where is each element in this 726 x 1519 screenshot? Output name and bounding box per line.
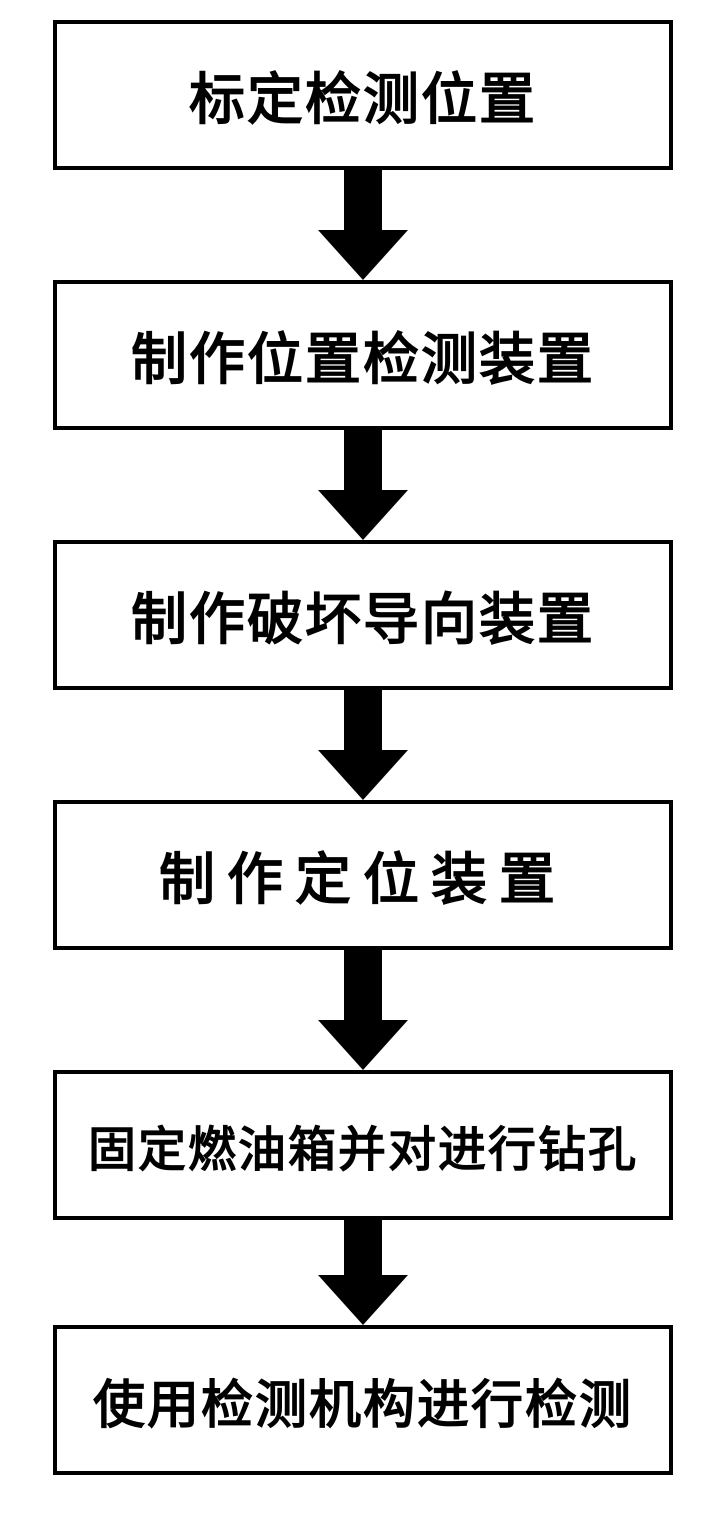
flowchart-arrow-2	[318, 430, 408, 540]
flowchart-step-1: 标定检测位置	[53, 20, 673, 170]
flowchart-step-label: 制作位置检测装置	[131, 315, 595, 396]
flowchart-step-3: 制作破坏导向装置	[53, 540, 673, 690]
flowchart-step-2: 制作位置检测装置	[53, 280, 673, 430]
flowchart-step-label: 标定检测位置	[189, 55, 537, 136]
flowchart-step-label: 制作破坏导向装置	[131, 575, 595, 656]
flowchart-step-label: 制作定位装置	[159, 835, 567, 916]
arrow-shaft	[344, 950, 382, 1020]
flowchart-arrow-4	[318, 950, 408, 1070]
arrow-shaft	[344, 430, 382, 490]
flowchart-step-label: 使用检测机构进行检测	[93, 1363, 633, 1438]
flowchart-container: 标定检测位置制作位置检测装置制作破坏导向装置制作定位装置固定燃油箱并对进行钻孔使…	[53, 20, 673, 1475]
arrow-shaft	[344, 690, 382, 750]
arrow-shaft	[344, 1220, 382, 1275]
arrow-head-icon	[318, 1275, 408, 1325]
flowchart-arrow-5	[318, 1220, 408, 1325]
flowchart-step-5: 固定燃油箱并对进行钻孔	[53, 1070, 673, 1220]
arrow-head-icon	[318, 1020, 408, 1070]
flowchart-arrow-3	[318, 690, 408, 800]
flowchart-step-label: 固定燃油箱并对进行钻孔	[88, 1110, 638, 1180]
arrow-head-icon	[318, 230, 408, 280]
arrow-shaft	[344, 170, 382, 230]
arrow-head-icon	[318, 490, 408, 540]
flowchart-arrow-1	[318, 170, 408, 280]
flowchart-step-6: 使用检测机构进行检测	[53, 1325, 673, 1475]
flowchart-step-4: 制作定位装置	[53, 800, 673, 950]
arrow-head-icon	[318, 750, 408, 800]
